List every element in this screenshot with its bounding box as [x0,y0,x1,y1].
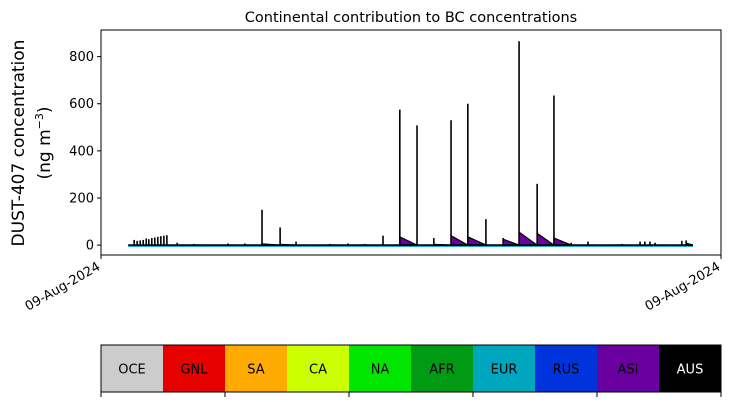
colorbar-swatch-afr [411,345,473,392]
colorbar-swatch-aus [659,345,721,392]
y-axis: 0 200 400 600 800 [69,50,101,254]
colorbar-swatch-gnl [163,345,225,392]
axes-frame [100,29,722,256]
colorbar-swatch-na [349,345,411,392]
y-axis-label-line1: DUST-407 concentration [9,40,29,247]
region-colorbar: OCE GNL SA CA NA AFR EUR RUS ASI AUS [100,344,722,397]
asi-area [553,237,572,246]
asi-area [502,238,520,246]
x-tick-label: 09-Aug-2024 [23,259,103,314]
y-tick-label: 600 [69,97,94,112]
asi-area [536,232,556,246]
colorbar-swatch-oce [101,345,163,392]
colorbar-swatch-asi [597,345,659,392]
colorbar-label-aus: AUS [677,363,704,378]
y-axis-label-line2: (ng m−3) [33,106,55,179]
colorbar-label-sa: SA [247,363,264,378]
chart-title: Continental contribution to BC concentra… [245,10,577,26]
asi-area [399,235,418,246]
colorbar-label-oce: OCE [118,363,146,378]
y-tick-label: 400 [69,144,94,159]
x-axis: 09-Aug-2024 09-Aug-2024 [23,255,723,315]
colorbar-swatch-sa [225,345,287,392]
colorbar-label-na: NA [371,363,390,378]
x-tick-label: 09-Aug-2024 [643,259,723,314]
plot-area [128,41,694,247]
colorbar-label-rus: RUS [553,363,580,378]
colorbar-frame [100,344,722,393]
colorbar-swatch-ca [287,345,349,392]
y-tick-label: 0 [86,239,94,254]
colorbar-swatch-eur [473,345,535,392]
colorbar-label-gnl: GNL [180,363,208,378]
asi-area [518,230,540,246]
colorbar-label-ca: CA [309,363,327,378]
colorbar-label-afr: AFR [429,363,454,378]
asi-area [450,234,471,246]
colorbar-swatch-rus [535,345,597,392]
y-tick-label: 800 [69,50,94,65]
colorbar-label-asi: ASI [618,363,639,378]
colorbar-label-eur: EUR [491,363,518,378]
asi-area [467,235,487,246]
y-tick-label: 200 [69,191,94,206]
